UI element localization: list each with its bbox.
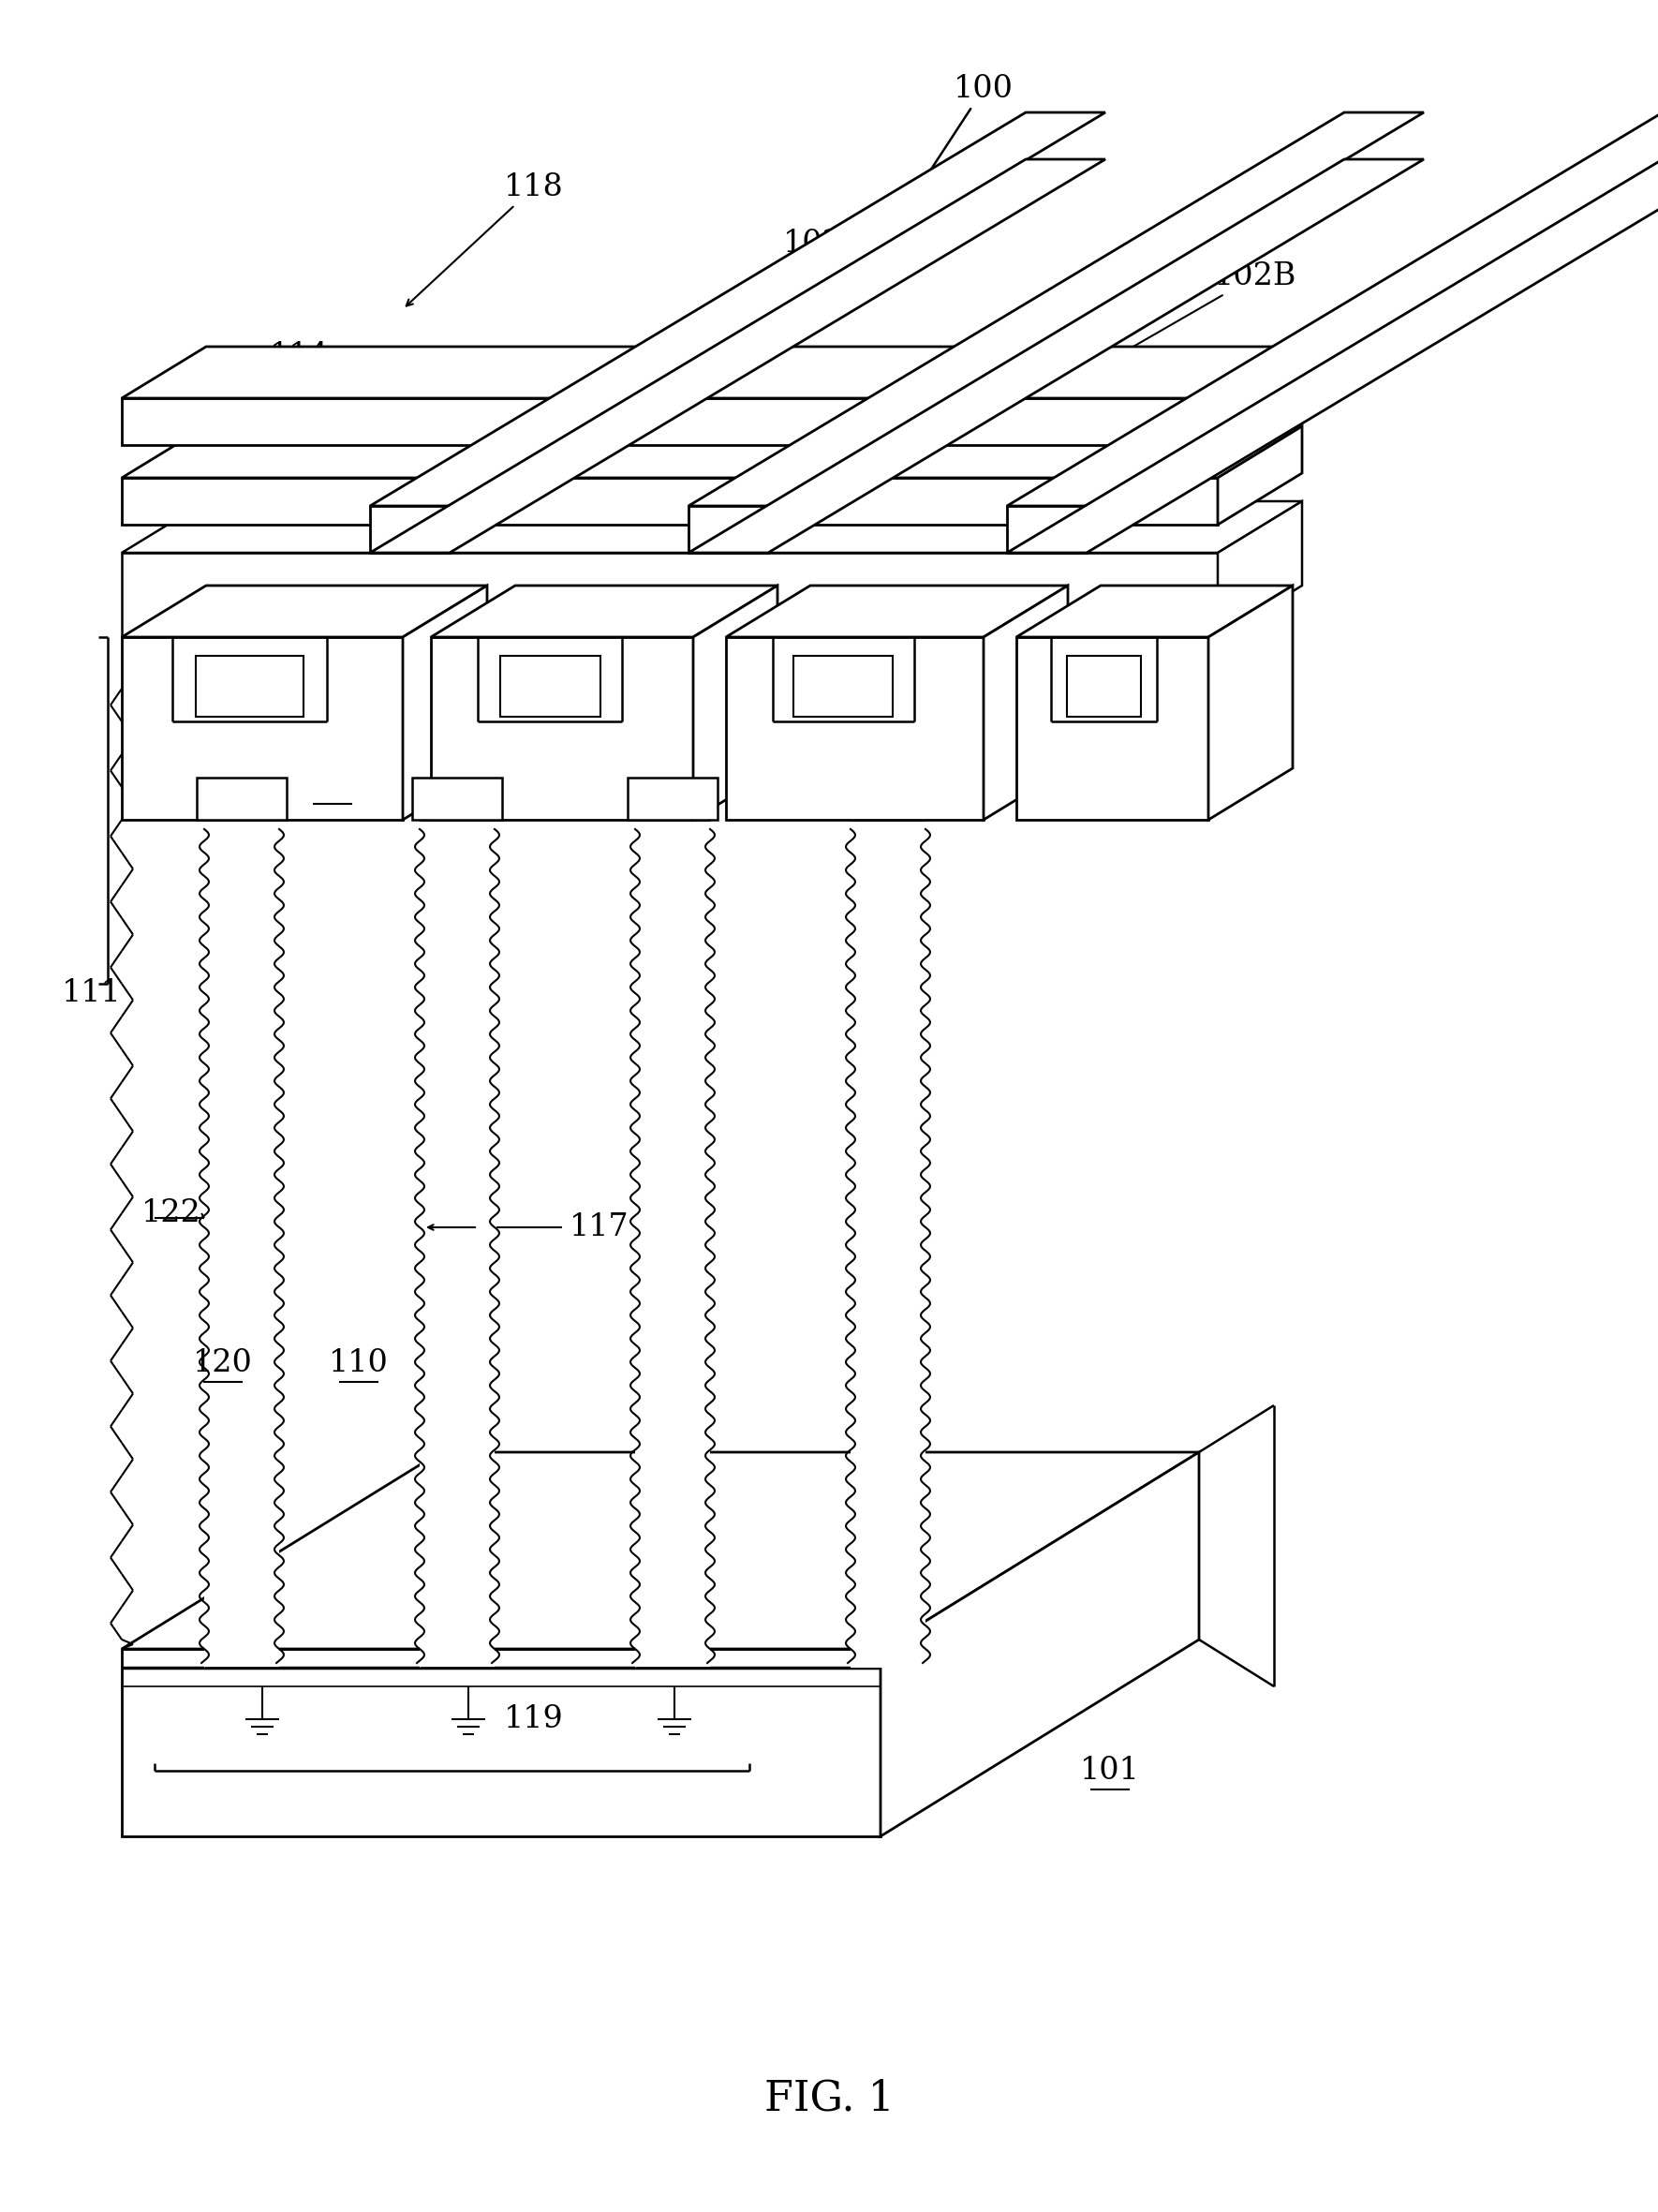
Polygon shape (1016, 586, 1293, 637)
Polygon shape (121, 502, 1302, 553)
Text: FIG. 1: FIG. 1 (764, 2079, 894, 2119)
Text: 108: 108 (303, 770, 363, 801)
Polygon shape (1006, 113, 1658, 507)
Polygon shape (121, 553, 1217, 637)
Polygon shape (499, 655, 600, 717)
Polygon shape (121, 1453, 1199, 1648)
Polygon shape (121, 427, 1302, 478)
Polygon shape (121, 398, 1217, 445)
Polygon shape (794, 655, 892, 717)
Text: 112: 112 (153, 387, 212, 418)
Text: 117: 117 (570, 1212, 630, 1243)
Polygon shape (431, 586, 778, 637)
Polygon shape (1006, 159, 1658, 553)
Polygon shape (726, 586, 1068, 637)
Polygon shape (197, 779, 287, 821)
Polygon shape (688, 507, 768, 553)
Polygon shape (121, 478, 1217, 524)
Text: 106: 106 (151, 783, 211, 814)
Text: 116: 116 (635, 495, 695, 526)
Text: 101: 101 (1079, 1756, 1141, 1785)
Polygon shape (196, 655, 303, 717)
Polygon shape (628, 779, 718, 821)
Polygon shape (204, 821, 279, 1668)
Polygon shape (1016, 637, 1209, 821)
Polygon shape (688, 113, 1424, 507)
Text: 114: 114 (270, 341, 330, 445)
Polygon shape (1217, 502, 1302, 637)
Polygon shape (983, 586, 1068, 821)
Polygon shape (851, 821, 925, 1668)
Polygon shape (121, 1648, 880, 1836)
Text: 122: 122 (141, 1199, 201, 1228)
Polygon shape (431, 637, 693, 821)
Polygon shape (121, 637, 403, 821)
Polygon shape (635, 821, 710, 1668)
Polygon shape (403, 586, 487, 821)
Polygon shape (1066, 655, 1141, 717)
Polygon shape (370, 507, 449, 553)
Polygon shape (688, 159, 1424, 553)
Text: 120: 120 (192, 1347, 254, 1378)
Text: 102B: 102B (1104, 261, 1297, 363)
Text: 102A: 102A (743, 228, 865, 372)
Text: 118: 118 (406, 173, 564, 305)
Polygon shape (370, 113, 1106, 507)
Polygon shape (1209, 586, 1293, 821)
Text: 102C: 102C (1003, 588, 1086, 619)
Polygon shape (413, 779, 502, 821)
Text: 119: 119 (504, 1703, 564, 1734)
Text: 110: 110 (328, 1347, 388, 1378)
Text: 102D: 102D (562, 604, 647, 633)
Text: 100: 100 (907, 73, 1013, 206)
Text: 111: 111 (61, 978, 121, 1009)
Polygon shape (370, 159, 1106, 553)
Polygon shape (419, 821, 494, 1668)
Polygon shape (121, 347, 1302, 398)
Text: 104: 104 (171, 611, 230, 641)
Polygon shape (1217, 427, 1302, 524)
Polygon shape (1006, 507, 1086, 553)
Polygon shape (880, 1453, 1199, 1836)
Polygon shape (121, 586, 487, 637)
Polygon shape (726, 637, 983, 821)
Polygon shape (693, 586, 778, 821)
Polygon shape (1217, 347, 1302, 445)
